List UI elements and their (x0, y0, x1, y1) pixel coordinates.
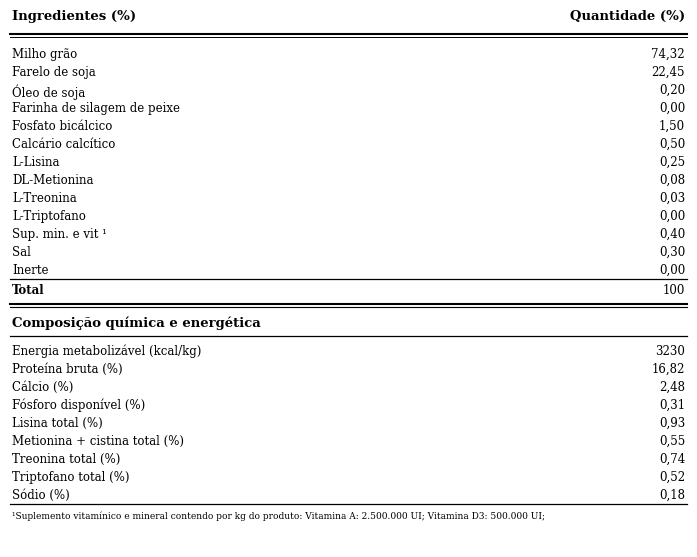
Text: Fosfato bicálcico: Fosfato bicálcico (12, 120, 112, 133)
Text: Ingredientes (%): Ingredientes (%) (12, 10, 136, 23)
Text: Sódio (%): Sódio (%) (12, 488, 70, 501)
Text: 0,74: 0,74 (659, 452, 685, 466)
Text: 0,52: 0,52 (659, 471, 685, 483)
Text: 16,82: 16,82 (652, 363, 685, 375)
Text: 0,18: 0,18 (659, 488, 685, 501)
Text: 3230: 3230 (655, 344, 685, 358)
Text: 1,50: 1,50 (659, 120, 685, 133)
Text: Total: Total (12, 284, 45, 297)
Text: Farelo de soja: Farelo de soja (12, 66, 95, 79)
Text: DL-Metionina: DL-Metionina (12, 174, 93, 187)
Text: 0,31: 0,31 (659, 398, 685, 412)
Text: Treonina total (%): Treonina total (%) (12, 452, 121, 466)
Text: L-Lisina: L-Lisina (12, 156, 59, 169)
Text: 0,20: 0,20 (659, 84, 685, 97)
Text: 0,50: 0,50 (659, 138, 685, 151)
Text: Metionina + cistina total (%): Metionina + cistina total (%) (12, 434, 184, 447)
Text: Inerte: Inerte (12, 264, 49, 277)
Text: 0,93: 0,93 (659, 417, 685, 429)
Text: L-Treonina: L-Treonina (12, 192, 77, 205)
Text: Composição química e energética: Composição química e energética (12, 316, 261, 330)
Text: L-Triptofano: L-Triptofano (12, 210, 86, 223)
Text: 0,08: 0,08 (659, 174, 685, 187)
Text: 0,25: 0,25 (659, 156, 685, 169)
Text: Triptofano total (%): Triptofano total (%) (12, 471, 130, 483)
Text: Calcário calcítico: Calcário calcítico (12, 138, 116, 151)
Text: 100: 100 (663, 284, 685, 297)
Text: 0,30: 0,30 (659, 246, 685, 259)
Text: Milho grão: Milho grão (12, 48, 77, 61)
Text: 22,45: 22,45 (652, 66, 685, 79)
Text: 74,32: 74,32 (652, 48, 685, 61)
Text: Lisina total (%): Lisina total (%) (12, 417, 102, 429)
Text: 2,48: 2,48 (659, 380, 685, 393)
Text: Óleo de soja: Óleo de soja (12, 84, 85, 100)
Text: Sup. min. e vit ¹: Sup. min. e vit ¹ (12, 228, 107, 241)
Text: 0,00: 0,00 (659, 264, 685, 277)
Text: Fósforo disponível (%): Fósforo disponível (%) (12, 398, 145, 412)
Text: 0,00: 0,00 (659, 210, 685, 223)
Text: Cálcio (%): Cálcio (%) (12, 380, 73, 393)
Text: Quantidade (%): Quantidade (%) (570, 10, 685, 23)
Text: 0,40: 0,40 (659, 228, 685, 241)
Text: 0,03: 0,03 (659, 192, 685, 205)
Text: 0,00: 0,00 (659, 102, 685, 115)
Text: Farinha de silagem de peixe: Farinha de silagem de peixe (12, 102, 180, 115)
Text: Energia metabolizável (kcal/kg): Energia metabolizável (kcal/kg) (12, 344, 201, 358)
Text: ¹Suplemento vitamínico e mineral contendo por kg do produto: Vitamina A: 2.500.0: ¹Suplemento vitamínico e mineral contend… (12, 512, 545, 521)
Text: Sal: Sal (12, 246, 31, 259)
Text: Proteína bruta (%): Proteína bruta (%) (12, 363, 123, 375)
Text: 0,55: 0,55 (659, 434, 685, 447)
